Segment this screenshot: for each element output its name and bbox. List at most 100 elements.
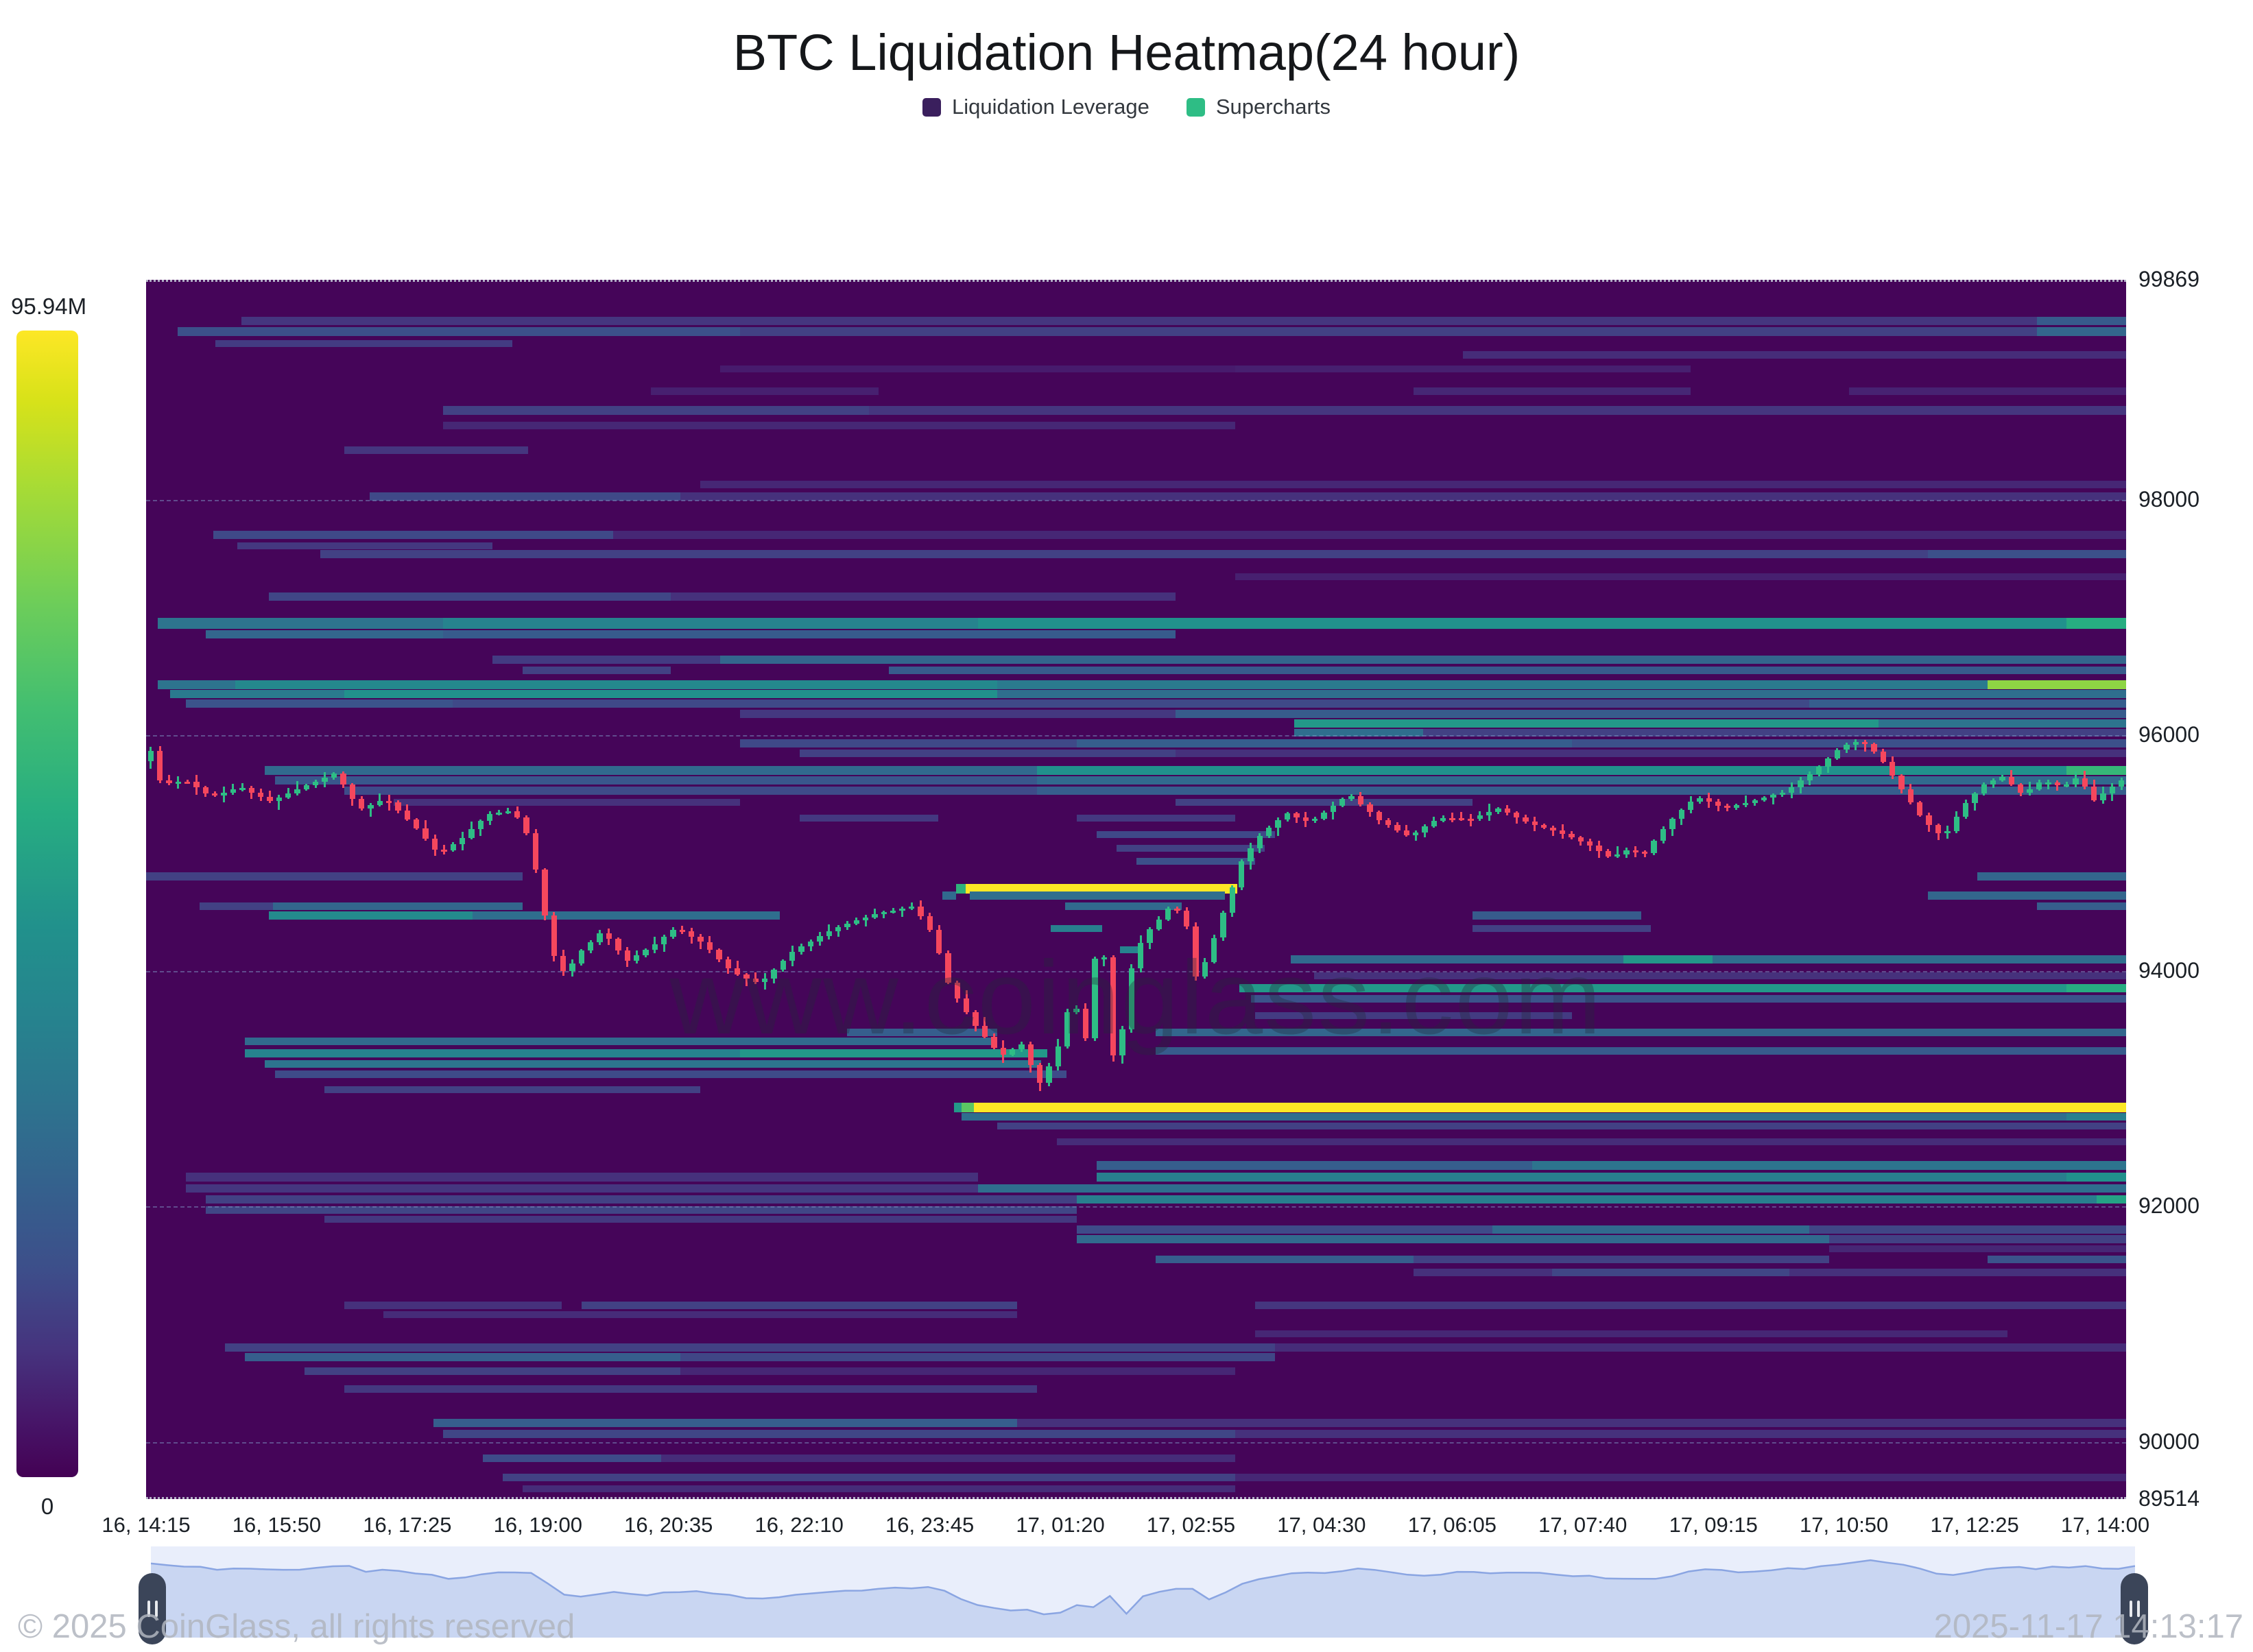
heatmap-band [1250, 995, 2126, 1003]
legend-item-liquidation-leverage[interactable]: Liquidation Leverage [922, 95, 1149, 119]
heatmap-band [962, 1102, 974, 1112]
heatmap-band [158, 618, 444, 630]
candle-body [477, 821, 484, 830]
candle-body [844, 924, 850, 927]
candle-body [716, 950, 722, 959]
heatmap-band [2037, 326, 2126, 336]
candle-body [340, 774, 346, 785]
legend-swatch-green-icon [1186, 97, 1205, 117]
heatmap-band [237, 542, 493, 549]
candle-body [2008, 776, 2015, 785]
candle-body [1055, 1046, 1062, 1066]
candle-body [560, 956, 567, 972]
x-axis-tick-label: 16, 23:45 [885, 1513, 975, 1537]
candle-body [1193, 926, 1199, 977]
candle-body [156, 751, 163, 780]
heatmap-band [582, 1301, 1018, 1309]
heatmap-band [2037, 902, 2126, 910]
heatmap-band [1096, 830, 1275, 838]
candle-body [743, 974, 750, 979]
heatmap-band [482, 1455, 661, 1463]
x-axis-tick-label: 16, 15:50 [232, 1513, 322, 1537]
candle-body [1550, 828, 1556, 831]
navigator-strip[interactable] [151, 1546, 2135, 1638]
heatmap-band [962, 1113, 2067, 1121]
heatmap-band [1254, 1011, 1572, 1019]
heatmap-band [265, 1060, 1041, 1068]
heatmap-band [473, 911, 780, 920]
candle-body [899, 908, 905, 911]
candle-body [1284, 813, 1291, 820]
candle-body [1953, 816, 1959, 832]
legend-item-supercharts[interactable]: Supercharts [1186, 95, 1331, 119]
candle-body [459, 837, 466, 844]
heatmap-band [977, 1184, 2126, 1193]
heatmap-band [344, 787, 1038, 795]
navigator-handle-right[interactable] [2121, 1573, 2148, 1644]
heatmap-band [1928, 549, 2126, 558]
heatmap-band [1551, 1268, 1790, 1276]
candle-body [239, 788, 246, 791]
candle-body [1513, 813, 1520, 817]
candle-body [414, 819, 420, 828]
heatmap-band [1848, 387, 2126, 396]
candle-body [551, 915, 557, 957]
candle-body [1202, 961, 1208, 977]
heatmap-band [344, 690, 998, 699]
candle-wick [1460, 811, 1463, 821]
candle-body [1220, 912, 1226, 938]
candle-body [505, 811, 512, 814]
candle-body [615, 938, 621, 951]
candle-body [1861, 741, 1868, 744]
candle-body [1761, 798, 1767, 800]
candle-body [1440, 817, 1446, 821]
heatmap-band [1977, 872, 2126, 881]
heatmap-band [205, 630, 444, 638]
candle-body [1027, 1044, 1034, 1065]
candle-body [798, 946, 804, 953]
colorbar-min-label: 0 [40, 1494, 54, 1519]
heatmap-band [274, 776, 1038, 785]
heatmap-band [1928, 891, 2126, 900]
candle-body [523, 817, 529, 834]
heatmap-band [2066, 618, 2126, 630]
heatmap-band [1235, 573, 2126, 580]
candle-body [2045, 782, 2051, 785]
heatmap-band [966, 883, 1237, 894]
heatmap-band [178, 326, 741, 336]
heatmap-band [1076, 1225, 1493, 1234]
heatmap-band [235, 680, 998, 689]
heatmap-band [868, 405, 2126, 415]
heatmap-plot-area[interactable]: www.coinglass.com [146, 280, 2126, 1499]
candle-body [2054, 782, 2060, 786]
candle-body [706, 942, 713, 950]
candle-body [597, 933, 603, 942]
gridline [146, 1206, 2126, 1208]
heatmap-band [344, 1301, 562, 1309]
candle-wick [498, 809, 501, 816]
candle-body [166, 780, 172, 784]
x-axis-tick-label: 17, 14:00 [2060, 1513, 2150, 1537]
candle-body [1477, 815, 1483, 819]
candle-body [981, 1025, 988, 1037]
candle-body [1147, 929, 1153, 944]
candle-wick [1295, 811, 1298, 823]
legend-label: Supercharts [1215, 95, 1331, 119]
candle-body [1156, 919, 1163, 929]
candle-body [954, 982, 961, 998]
candle-body [1000, 1047, 1006, 1055]
heatmap-band [245, 1038, 998, 1046]
candle-body [175, 781, 181, 784]
candle-body [368, 804, 374, 809]
candle-body [468, 829, 475, 838]
heatmap-band [1156, 1046, 2126, 1055]
candle-body [606, 933, 612, 939]
candle-body [835, 927, 842, 932]
candle-wick [1515, 811, 1518, 824]
x-axis-tick-label: 17, 06:05 [1407, 1513, 1497, 1537]
heatmap-band [320, 549, 1929, 558]
x-axis-tick-label: 16, 14:15 [102, 1513, 191, 1537]
navigator-handle-left[interactable] [139, 1573, 166, 1644]
candle-wick [1414, 830, 1417, 841]
heatmap-band [1176, 749, 2126, 757]
